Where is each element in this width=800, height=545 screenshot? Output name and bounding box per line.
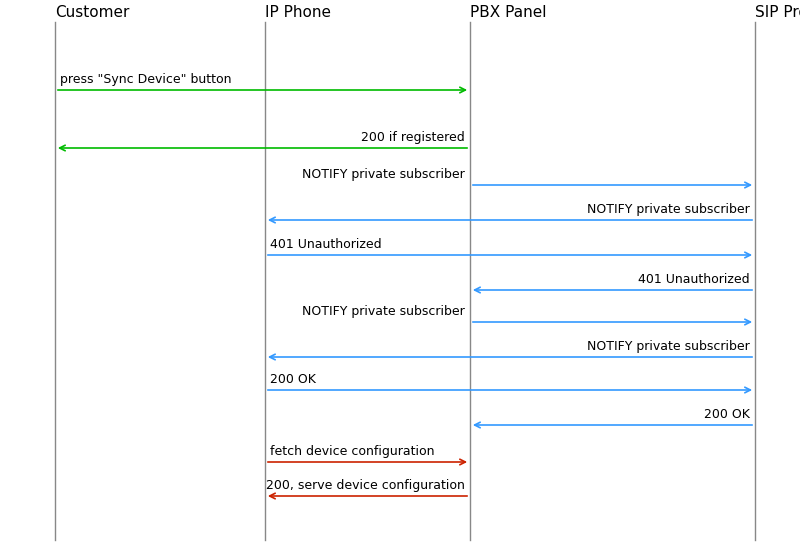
Text: 401 Unauthorized: 401 Unauthorized xyxy=(270,238,382,251)
Text: NOTIFY private subscriber: NOTIFY private subscriber xyxy=(302,168,465,181)
Text: NOTIFY private subscriber: NOTIFY private subscriber xyxy=(302,305,465,318)
Text: Customer: Customer xyxy=(55,5,130,20)
Text: fetch device configuration: fetch device configuration xyxy=(270,445,434,458)
Text: 200 OK: 200 OK xyxy=(270,373,316,386)
Text: 200 OK: 200 OK xyxy=(704,408,750,421)
Text: 401 Unauthorized: 401 Unauthorized xyxy=(638,273,750,286)
Text: press "Sync Device" button: press "Sync Device" button xyxy=(60,73,231,86)
Text: IP Phone: IP Phone xyxy=(265,5,331,20)
Text: NOTIFY private subscriber: NOTIFY private subscriber xyxy=(587,203,750,216)
Text: NOTIFY private subscriber: NOTIFY private subscriber xyxy=(587,340,750,353)
Text: SIP Proxy: SIP Proxy xyxy=(755,5,800,20)
Text: 200, serve device configuration: 200, serve device configuration xyxy=(266,479,465,492)
Text: PBX Panel: PBX Panel xyxy=(470,5,546,20)
Text: 200 if registered: 200 if registered xyxy=(362,131,465,144)
